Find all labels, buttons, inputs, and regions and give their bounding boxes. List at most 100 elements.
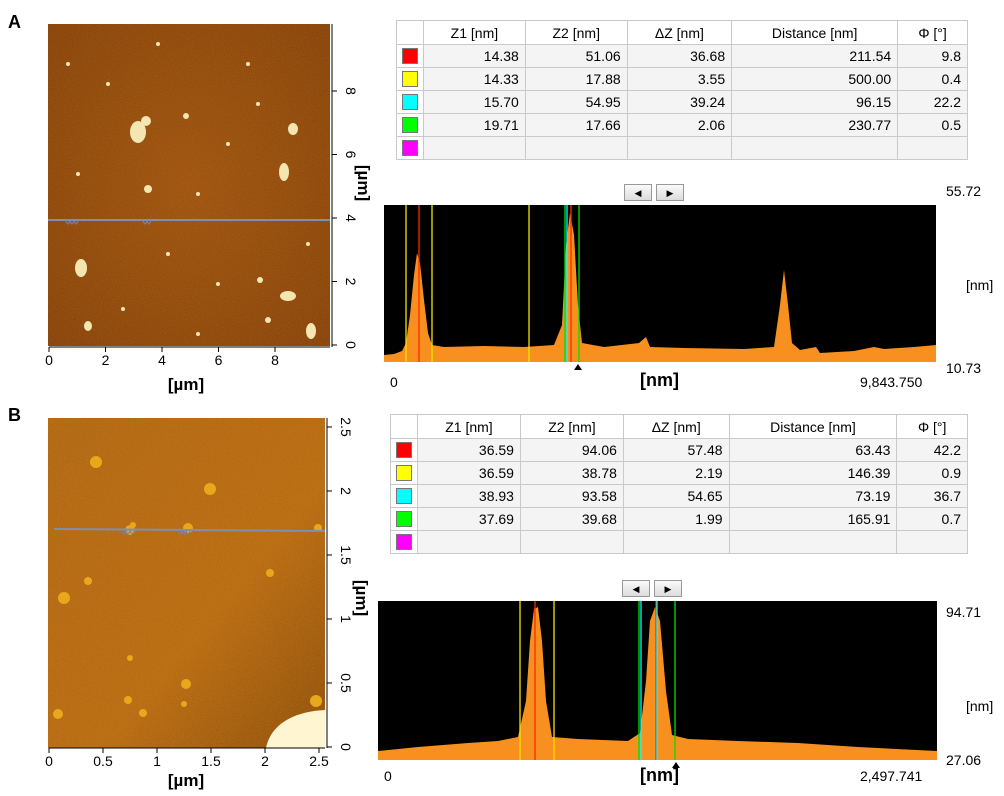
z1-cell: 19.71 bbox=[423, 113, 526, 137]
z1-cell: 36.59 bbox=[417, 461, 521, 485]
color-swatch bbox=[402, 140, 418, 156]
z2-cell: 39.68 bbox=[519, 507, 624, 531]
color-swatch-cell bbox=[396, 90, 424, 114]
y-max-a: 55.72 bbox=[946, 183, 982, 199]
x-tick-label: 1.5 bbox=[201, 753, 221, 769]
y-tick-label: 2.5 bbox=[338, 417, 354, 437]
distance-cell bbox=[731, 136, 899, 160]
color-swatch-cell bbox=[390, 461, 418, 485]
table-row: 19.71 17.66 2.06 230.77 0.5 bbox=[396, 113, 968, 137]
header-phi: Φ [°] bbox=[897, 20, 968, 45]
prev-button-b[interactable]: ◀ bbox=[622, 580, 650, 597]
distance-cell: 146.39 bbox=[728, 461, 898, 485]
panel-label-a: A bbox=[8, 12, 21, 32]
z2-cell bbox=[524, 136, 628, 160]
phi-cell: 9.8 bbox=[897, 44, 968, 68]
next-button-b[interactable]: ▶ bbox=[654, 580, 682, 597]
header-distance: Distance [nm] bbox=[731, 20, 899, 45]
distance-cell: 500.00 bbox=[731, 67, 899, 91]
phi-cell: 22.2 bbox=[897, 90, 968, 114]
y-unit-b: [nm] bbox=[966, 698, 994, 714]
y-axis-unit: [µm] bbox=[352, 580, 371, 616]
z1-cell: 14.33 bbox=[423, 67, 526, 91]
dz-cell: 36.68 bbox=[626, 44, 733, 68]
dz-cell: 39.24 bbox=[626, 90, 733, 114]
dz-cell: 54.65 bbox=[622, 484, 730, 508]
header-z2: Z2 [nm] bbox=[519, 414, 624, 439]
y-tick-label: 6 bbox=[343, 151, 359, 159]
z2-cell: 38.78 bbox=[519, 461, 624, 485]
color-swatch bbox=[402, 94, 418, 110]
header-distance: Distance [nm] bbox=[728, 414, 898, 439]
header-swatch bbox=[390, 414, 418, 439]
x-max-b: 2,497.741 bbox=[860, 768, 923, 784]
prev-button-a[interactable]: ◀ bbox=[624, 184, 652, 201]
z1-cell bbox=[417, 530, 521, 554]
z2-cell: 17.88 bbox=[524, 67, 628, 91]
color-swatch bbox=[402, 117, 418, 133]
dz-cell: 57.48 bbox=[622, 438, 730, 462]
table-row: 36.59 38.78 2.19 146.39 0.9 bbox=[390, 461, 968, 485]
measurement-table-b: Z1 [nm] Z2 [nm] ΔZ [nm] Distance [nm] Φ … bbox=[390, 414, 968, 554]
phi-cell: 0.7 bbox=[896, 507, 968, 531]
cursor-marker-a bbox=[574, 364, 582, 370]
next-button-a[interactable]: ▶ bbox=[656, 184, 684, 201]
measurement-table-a: Z1 [nm] Z2 [nm] ΔZ [nm] Distance [nm] Φ … bbox=[396, 20, 968, 160]
color-swatch-cell bbox=[390, 507, 418, 531]
y-min-b: 27.06 bbox=[946, 752, 982, 768]
y-min-a: 10.73 bbox=[946, 360, 982, 376]
color-swatch bbox=[402, 48, 418, 64]
distance-cell: 96.15 bbox=[731, 90, 899, 114]
dz-cell bbox=[622, 530, 730, 554]
color-swatch-cell bbox=[396, 44, 424, 68]
distance-cell: 63.43 bbox=[728, 438, 898, 462]
phi-cell bbox=[896, 530, 968, 554]
x-axis-unit: [µm] bbox=[168, 771, 204, 790]
color-swatch-cell bbox=[390, 438, 418, 462]
y-tick-label: 8 bbox=[343, 87, 359, 95]
table-row bbox=[390, 530, 968, 554]
phi-cell: 0.4 bbox=[897, 67, 968, 91]
distance-cell bbox=[728, 530, 898, 554]
x-axis-unit: [µm] bbox=[168, 375, 204, 394]
color-swatch bbox=[396, 465, 412, 481]
z2-cell: 51.06 bbox=[524, 44, 628, 68]
x-tick-label: 0 bbox=[45, 352, 53, 368]
header-phi: Φ [°] bbox=[896, 414, 968, 439]
color-swatch-cell bbox=[396, 136, 424, 160]
x-tick-label: 2 bbox=[102, 352, 110, 368]
header-swatch bbox=[396, 20, 424, 45]
x-tick-label: 4 bbox=[158, 352, 166, 368]
header-z1: Z1 [nm] bbox=[423, 20, 526, 45]
color-swatch bbox=[402, 71, 418, 87]
table-row: 37.69 39.68 1.99 165.91 0.7 bbox=[390, 507, 968, 531]
table-row bbox=[396, 136, 968, 160]
distance-cell: 73.19 bbox=[728, 484, 898, 508]
dz-cell bbox=[626, 136, 733, 160]
y-tick-label: 4 bbox=[343, 214, 359, 222]
color-swatch bbox=[396, 534, 412, 550]
color-swatch-cell bbox=[396, 113, 424, 137]
height-profile-b bbox=[378, 601, 937, 760]
cursor-marker-b bbox=[672, 762, 680, 768]
x-min-a: 0 bbox=[390, 374, 398, 390]
y-tick-label: 2 bbox=[338, 487, 354, 495]
color-swatch-cell bbox=[390, 484, 418, 508]
x-tick-label: 6 bbox=[215, 352, 223, 368]
afm-image-a bbox=[48, 24, 330, 346]
phi-cell: 0.5 bbox=[897, 113, 968, 137]
y-axis-unit: [µm] bbox=[354, 165, 373, 201]
table-row: 36.59 94.06 57.48 63.43 42.2 bbox=[390, 438, 968, 462]
y-tick-label: 2 bbox=[343, 278, 359, 286]
z1-cell: 14.38 bbox=[423, 44, 526, 68]
dz-cell: 1.99 bbox=[622, 507, 730, 531]
y-tick-label: 0.5 bbox=[338, 673, 354, 693]
dz-cell: 2.19 bbox=[622, 461, 730, 485]
z1-cell: 36.59 bbox=[417, 438, 521, 462]
z1-cell: 15.70 bbox=[423, 90, 526, 114]
z2-cell: 54.95 bbox=[524, 90, 628, 114]
x-min-b: 0 bbox=[384, 768, 392, 784]
y-unit-a: [nm] bbox=[966, 277, 994, 293]
header-z2: Z2 [nm] bbox=[524, 20, 628, 45]
color-swatch bbox=[396, 488, 412, 504]
